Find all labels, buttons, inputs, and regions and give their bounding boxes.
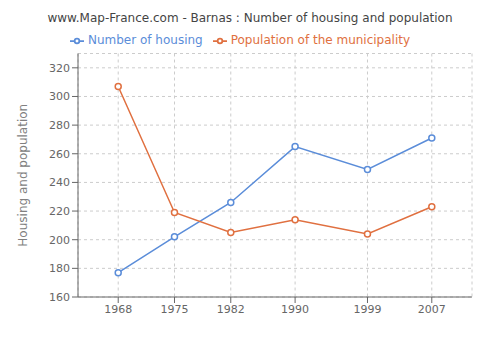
svg-text:320: 320 bbox=[49, 62, 70, 75]
svg-text:Housing and population: Housing and population bbox=[16, 104, 30, 247]
html-text:Population of the municipality: Population of the municipality bbox=[230, 33, 411, 47]
svg-text:300: 300 bbox=[49, 90, 70, 103]
svg-text:200: 200 bbox=[49, 234, 70, 247]
svg-text:160: 160 bbox=[49, 291, 70, 304]
svg-text:240: 240 bbox=[49, 176, 70, 189]
svg-text:1975: 1975 bbox=[160, 303, 188, 316]
svg-text:280: 280 bbox=[49, 119, 70, 132]
svg-text:220: 220 bbox=[49, 205, 70, 218]
html-text:Number of housing: Number of housing bbox=[87, 33, 203, 47]
svg-text:1999: 1999 bbox=[353, 303, 381, 316]
svg-text:1968: 1968 bbox=[104, 303, 132, 316]
svg-text:2007: 2007 bbox=[418, 303, 446, 316]
svg-text:1990: 1990 bbox=[281, 303, 309, 316]
svg-text:1982: 1982 bbox=[217, 303, 245, 316]
svg-text:260: 260 bbox=[49, 148, 70, 161]
svg-text:180: 180 bbox=[49, 262, 70, 275]
html-text:www.Map-France.com - Barnas :: www.Map-France.com - Barnas : Number of … bbox=[47, 11, 453, 25]
